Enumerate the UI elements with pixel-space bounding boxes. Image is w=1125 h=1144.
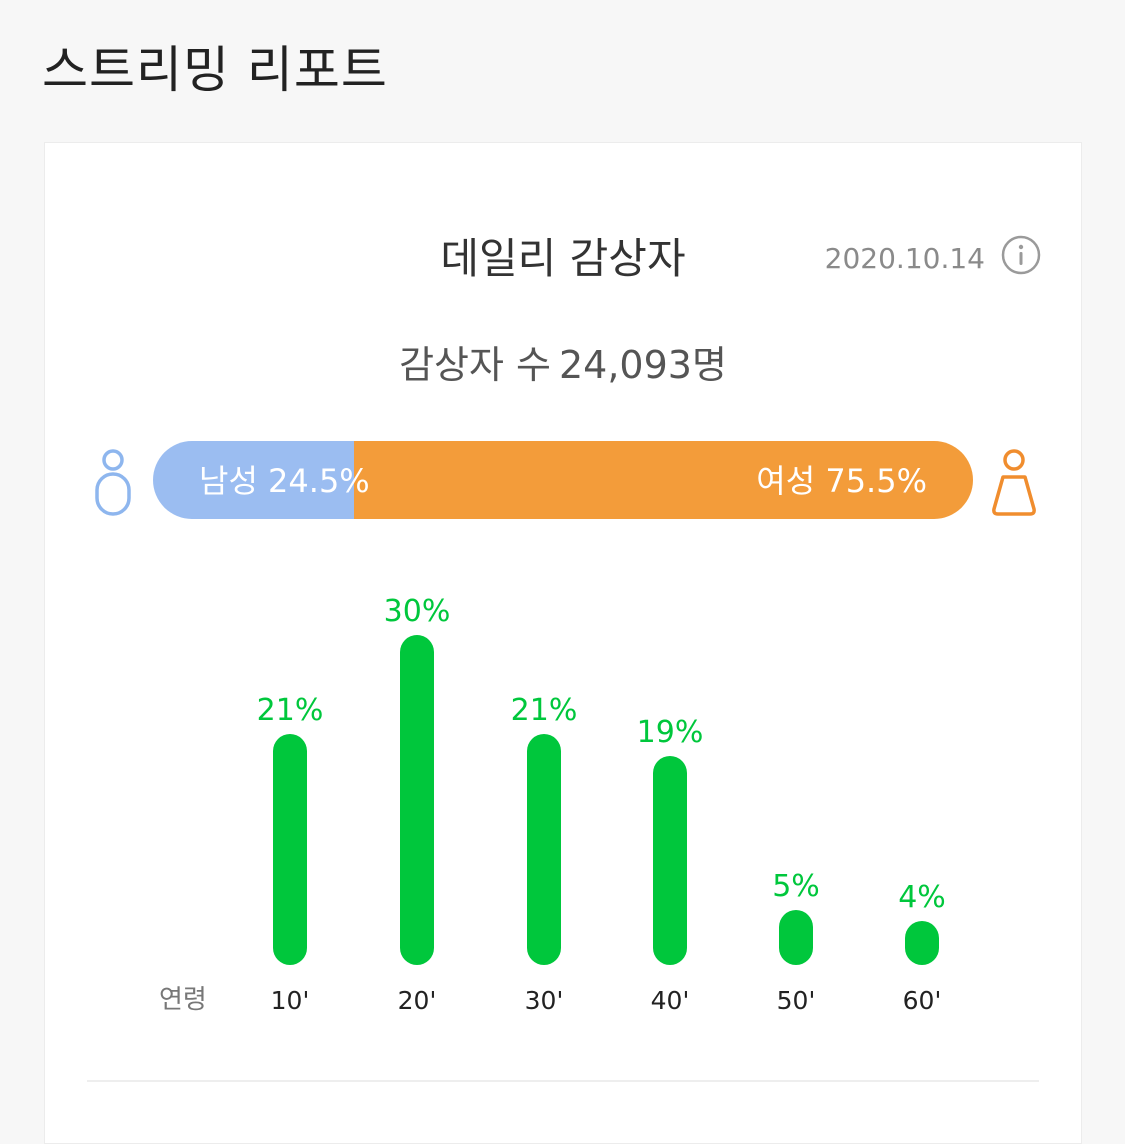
- x-tick-label: 40': [651, 986, 690, 1015]
- x-tick-label: 10': [271, 986, 310, 1015]
- x-tick-label: 20': [398, 986, 437, 1015]
- daily-listener-card: 데일리 감상자 2020.10.14 감상자 수 24,093명 남성 24.5%…: [44, 142, 1082, 1144]
- bar-30: [527, 734, 561, 965]
- male-ratio-label: 남성 24.5%: [199, 462, 370, 500]
- age-distribution-chart: 21% 10' 30% 20' 21% 30' 19% 40' 5% 50' 4% 60': [257, 594, 946, 1015]
- bar-40: [653, 756, 687, 965]
- male-person-icon: [95, 449, 131, 516]
- bar-50: [779, 910, 813, 965]
- card-title: 데일리 감상자: [440, 234, 686, 283]
- value-label: 4%: [898, 880, 946, 915]
- female-ratio-segment: [353, 441, 973, 519]
- report-date: 2020.10.14: [824, 242, 985, 275]
- female-ratio-label: 여성 75.5%: [756, 462, 927, 500]
- divider: [87, 1080, 1039, 1082]
- info-circle-icon[interactable]: [1001, 235, 1041, 275]
- listener-count: 감상자 수 24,093명: [45, 339, 1081, 391]
- bar-10: [273, 734, 307, 965]
- x-tick-label: 60': [903, 986, 942, 1015]
- gender-ratio-bar: [153, 441, 973, 519]
- x-tick-label: 30': [525, 986, 564, 1015]
- value-label: 30%: [384, 594, 451, 629]
- female-person-icon: [992, 449, 1036, 516]
- page-title: 스트리밍 리포트: [42, 41, 388, 99]
- value-label: 21%: [511, 693, 578, 728]
- bar-20: [400, 635, 434, 965]
- bar-60: [905, 921, 939, 965]
- listener-count-label: 감상자 수: [399, 343, 551, 387]
- male-ratio-segment: [153, 441, 354, 519]
- listener-count-value: 24,093명: [558, 343, 727, 387]
- value-label: 19%: [637, 715, 704, 750]
- x-tick-label: 50': [777, 986, 816, 1015]
- value-label: 5%: [772, 869, 820, 904]
- value-label: 21%: [257, 693, 324, 728]
- age-axis-label: 연령: [159, 985, 207, 1015]
